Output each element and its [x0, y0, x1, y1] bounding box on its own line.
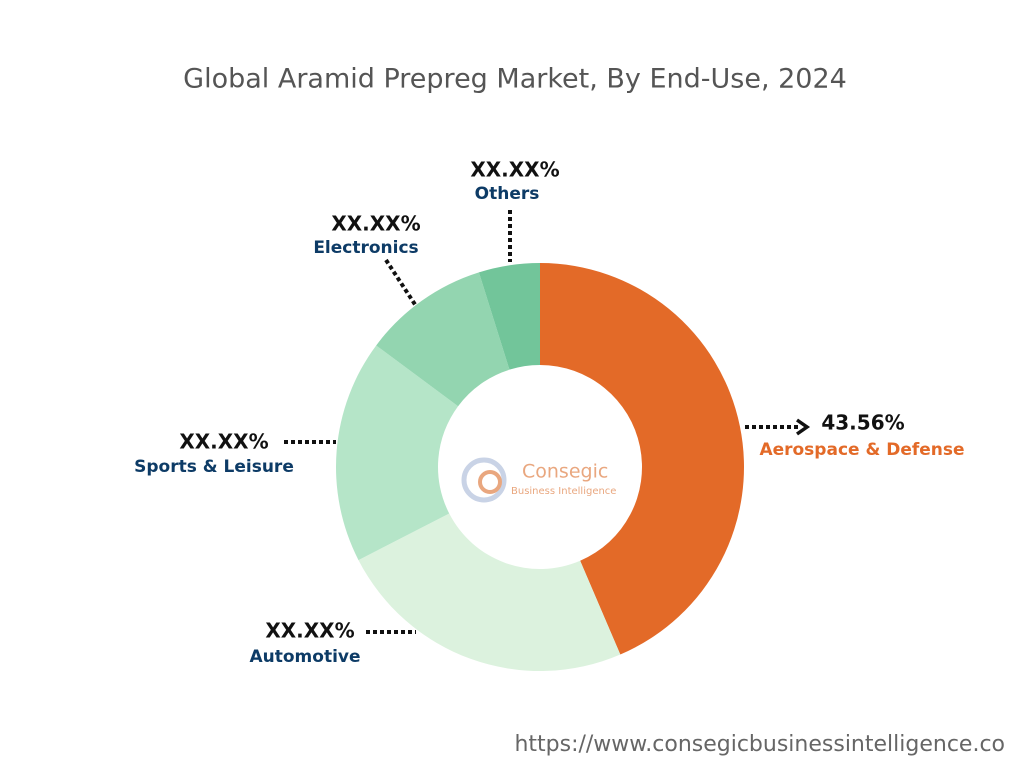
leader-arrow [795, 418, 811, 436]
pie-slice [540, 263, 745, 655]
leader-line [384, 258, 418, 308]
data-label: XX.XX% [470, 158, 559, 182]
legend-label: Automotive [249, 647, 360, 667]
data-label: XX.XX% [179, 430, 268, 454]
legend-label: Aerospace & Defense [759, 440, 964, 460]
logo-tagline: Business Intelligence [511, 486, 616, 497]
pie-slice [336, 345, 459, 561]
pie-slice [376, 272, 510, 407]
logo-name: Consegic [522, 461, 608, 483]
legend-label: Electronics [313, 238, 418, 258]
data-label: XX.XX% [331, 212, 420, 236]
pie-slice [478, 263, 540, 370]
footer-url: https://www.consegicbusinessintelligence… [514, 732, 1005, 757]
legend-label: Others [475, 184, 540, 204]
data-label: 43.56% [821, 411, 904, 435]
data-label: XX.XX% [265, 619, 354, 643]
pie-slice [358, 513, 621, 672]
chart-title: Global Aramid Prepreg Market, By End-Use… [183, 64, 847, 95]
legend-label: Sports & Leisure [134, 457, 294, 477]
logo-icon [461, 457, 507, 503]
